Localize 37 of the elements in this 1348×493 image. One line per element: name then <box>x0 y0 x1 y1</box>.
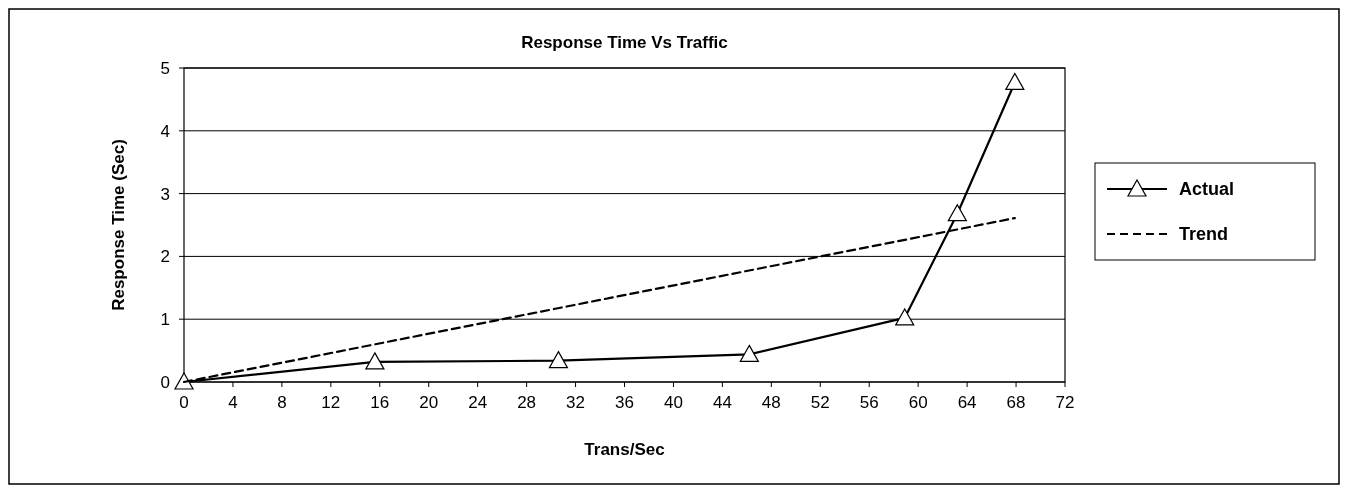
x-tick-label: 32 <box>566 393 586 412</box>
chart-title: Response Time Vs Traffic <box>521 33 728 52</box>
x-tick-label: 68 <box>1006 393 1026 412</box>
x-tick-label: 4 <box>228 393 238 412</box>
x-tick-label: 56 <box>859 393 879 412</box>
point <box>1005 72 1025 91</box>
point <box>739 344 759 362</box>
x-tick-label: 60 <box>908 393 928 412</box>
x-tick-label: 72 <box>1055 393 1075 412</box>
x-tick-label: 52 <box>810 393 830 412</box>
legend-label: Trend <box>1179 224 1229 244</box>
point <box>174 372 194 390</box>
x-tick-label: 36 <box>615 393 634 412</box>
x-tick-label: 28 <box>517 393 537 412</box>
y-tick-label: 4 <box>160 121 170 141</box>
point <box>365 352 385 370</box>
x-tick-label: 24 <box>468 393 488 412</box>
y-axis-title: Response Time (Sec) <box>109 139 128 311</box>
x-tick-label: 40 <box>663 393 683 412</box>
x-tick-label: 20 <box>419 393 439 412</box>
x-tick-label: 12 <box>321 393 341 412</box>
y-tick-label: 2 <box>160 247 170 267</box>
y-tick-label: 1 <box>160 310 170 330</box>
point <box>947 204 967 222</box>
x-tick-label: 64 <box>957 393 977 412</box>
x-tick-label: 0 <box>179 393 189 412</box>
x-tick-label: 16 <box>370 393 390 412</box>
y-tick-label: 5 <box>160 59 170 78</box>
x-tick-label: 44 <box>712 393 732 412</box>
x-tick-label: 48 <box>761 393 781 412</box>
y-tick-label: 0 <box>160 373 170 392</box>
point <box>895 308 915 326</box>
legend-label: Actual <box>1179 179 1235 199</box>
x-tick-label: 8 <box>277 393 287 412</box>
x-axis-title: Trans/Sec <box>584 440 665 459</box>
y-tick-label: 3 <box>160 184 170 204</box>
point <box>548 351 569 369</box>
